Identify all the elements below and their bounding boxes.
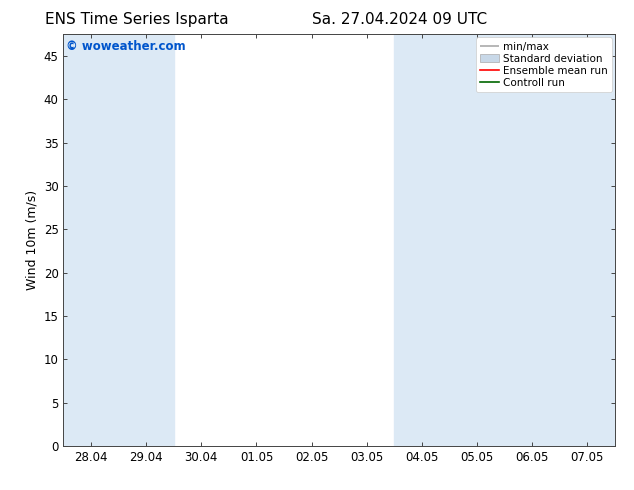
Legend: min/max, Standard deviation, Ensemble mean run, Controll run: min/max, Standard deviation, Ensemble me… xyxy=(476,37,612,92)
Y-axis label: Wind 10m (m/s): Wind 10m (m/s) xyxy=(25,190,38,290)
Bar xyxy=(394,34,505,446)
Bar xyxy=(63,34,174,446)
Bar xyxy=(505,34,615,446)
Text: © woweather.com: © woweather.com xyxy=(66,41,186,53)
Text: ENS Time Series Isparta: ENS Time Series Isparta xyxy=(44,12,228,27)
Text: Sa. 27.04.2024 09 UTC: Sa. 27.04.2024 09 UTC xyxy=(312,12,487,27)
